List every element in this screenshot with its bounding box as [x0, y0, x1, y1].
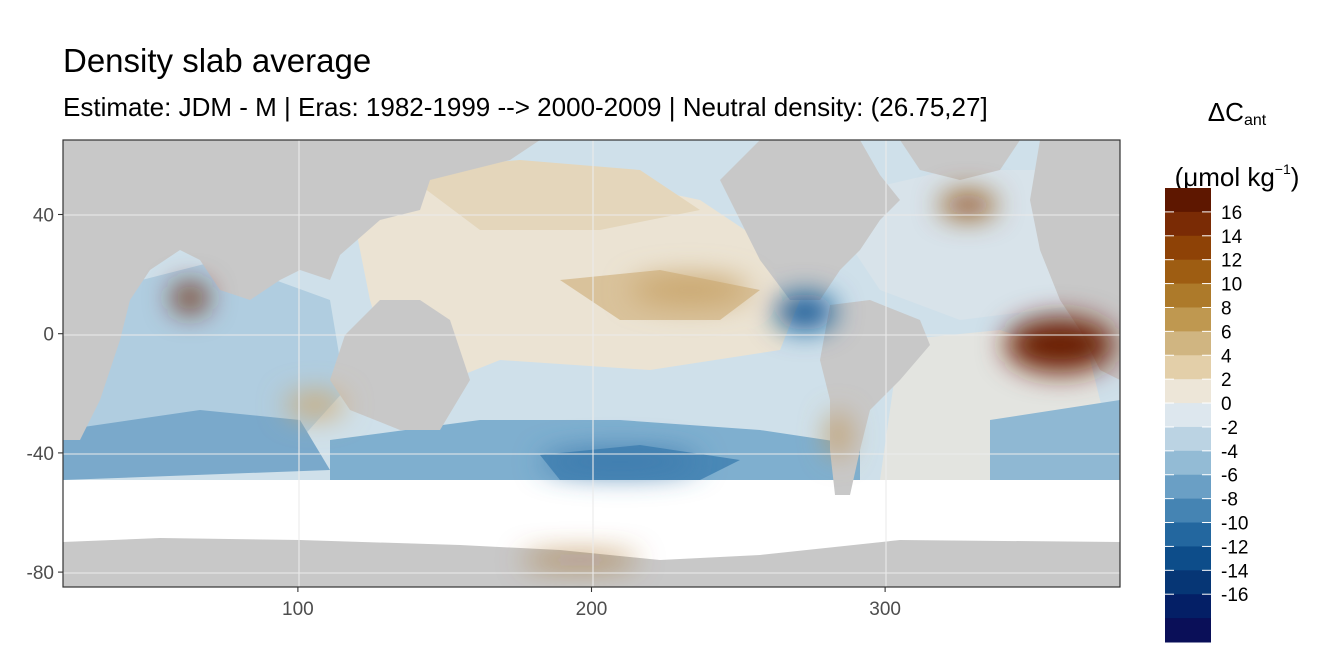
legend-tick-label: -14 — [1221, 561, 1249, 582]
legend-tick-label: -12 — [1221, 537, 1248, 558]
indian-ocean-blue-band — [63, 410, 330, 480]
legend-tick-label: 2 — [1221, 370, 1232, 391]
legend-color-step — [1165, 570, 1211, 595]
legend-color-step — [1165, 259, 1211, 285]
legend-color-step — [1165, 379, 1211, 404]
anomaly-east-pacific — [775, 294, 835, 330]
legend-color-step — [1165, 450, 1211, 476]
legend-tick-label: 12 — [1221, 251, 1242, 272]
anomaly-arabian-sea — [172, 284, 208, 312]
legend-color-step — [1165, 522, 1211, 547]
legend-tick-label: -8 — [1221, 490, 1238, 511]
legend-color-step — [1165, 546, 1211, 571]
antarctic-no-data-band — [63, 480, 1120, 542]
legend-tick-label: 6 — [1221, 322, 1232, 343]
y-tick-label: 40 — [33, 206, 54, 227]
chart-subtitle: Estimate: JDM - M | Eras: 1982-1999 --> … — [63, 92, 988, 122]
legend-color-step — [1165, 426, 1211, 452]
legend-tick-label: 10 — [1221, 275, 1242, 296]
map-panel — [63, 140, 1120, 587]
gridlines — [63, 140, 1120, 587]
land-greenland — [900, 140, 1020, 180]
legend-color-step — [1165, 498, 1211, 524]
north-pacific-light — [400, 160, 700, 230]
legend-tick-label: -16 — [1221, 585, 1248, 606]
legend-tick-label: -6 — [1221, 466, 1238, 487]
legend-color-step — [1165, 355, 1211, 380]
legend-tick-label: 4 — [1221, 346, 1232, 367]
legend-color-step — [1165, 331, 1211, 356]
chart-title: Density slab average — [63, 42, 372, 79]
x-axis: 100 200 300 — [282, 587, 901, 620]
legend-color-step — [1165, 188, 1211, 213]
x-tick-label: 100 — [282, 599, 314, 620]
y-tick-label: -40 — [27, 444, 54, 465]
anomaly-equatorial-atlantic — [1005, 317, 1115, 373]
land-europe-africa-right — [1030, 140, 1120, 380]
legend-color-step — [1165, 403, 1211, 428]
legend-tick-label: 0 — [1221, 394, 1232, 415]
legend-color-step — [1165, 235, 1211, 261]
anomaly-argentine-basin — [828, 413, 848, 457]
legend-tick-label: 16 — [1221, 203, 1242, 224]
y-axis: 40 0 -40 -80 — [27, 206, 63, 584]
legend-color-step — [1165, 283, 1211, 308]
legend-color-step — [1165, 618, 1211, 643]
land-north-america — [720, 140, 900, 300]
legend-color-step — [1165, 474, 1211, 500]
legend: 16 14 12 108 6 4 2 0 -2 -4 -6 -8 -10-12 -14 -16 — [1165, 188, 1249, 643]
x-tick-label: 300 — [869, 599, 901, 620]
legend-tick-label: -4 — [1221, 442, 1238, 463]
x-tick-label: 200 — [576, 599, 608, 620]
legend-tick-label: 14 — [1221, 227, 1243, 248]
legend-title-main: ΔC — [1207, 97, 1244, 127]
legend-unit-open: (μmol kg — [1174, 162, 1275, 192]
legend-tick-label: -2 — [1221, 418, 1238, 439]
legend-unit-superscript: −1 — [1274, 161, 1291, 177]
legend-color-step — [1165, 594, 1211, 619]
y-tick-label: 0 — [43, 325, 54, 346]
legend-title-subscript: ant — [1243, 112, 1267, 129]
legend-tick-label: 8 — [1221, 298, 1232, 319]
anomaly-indian-south — [285, 393, 345, 417]
anomaly-ross-sea — [520, 555, 640, 565]
land-australia — [330, 300, 470, 430]
legend-tick-label: -10 — [1221, 514, 1248, 535]
y-tick-label: -80 — [27, 563, 54, 584]
legend-unit-close: ) — [1290, 162, 1300, 192]
legend-color-step — [1165, 307, 1211, 332]
anomaly-southern-ocean — [540, 450, 700, 474]
land-south-america — [820, 300, 930, 495]
anomaly-north-pacific — [630, 276, 750, 304]
anomaly-features — [172, 193, 1115, 565]
atlantic-blue-edge — [990, 400, 1120, 480]
anomaly-north-atlantic — [940, 193, 996, 217]
legend-color-step — [1165, 211, 1211, 237]
land-eurasia-africa — [63, 140, 540, 300]
legend-title: ΔCant (μmol kg−1) — [1162, 88, 1312, 201]
